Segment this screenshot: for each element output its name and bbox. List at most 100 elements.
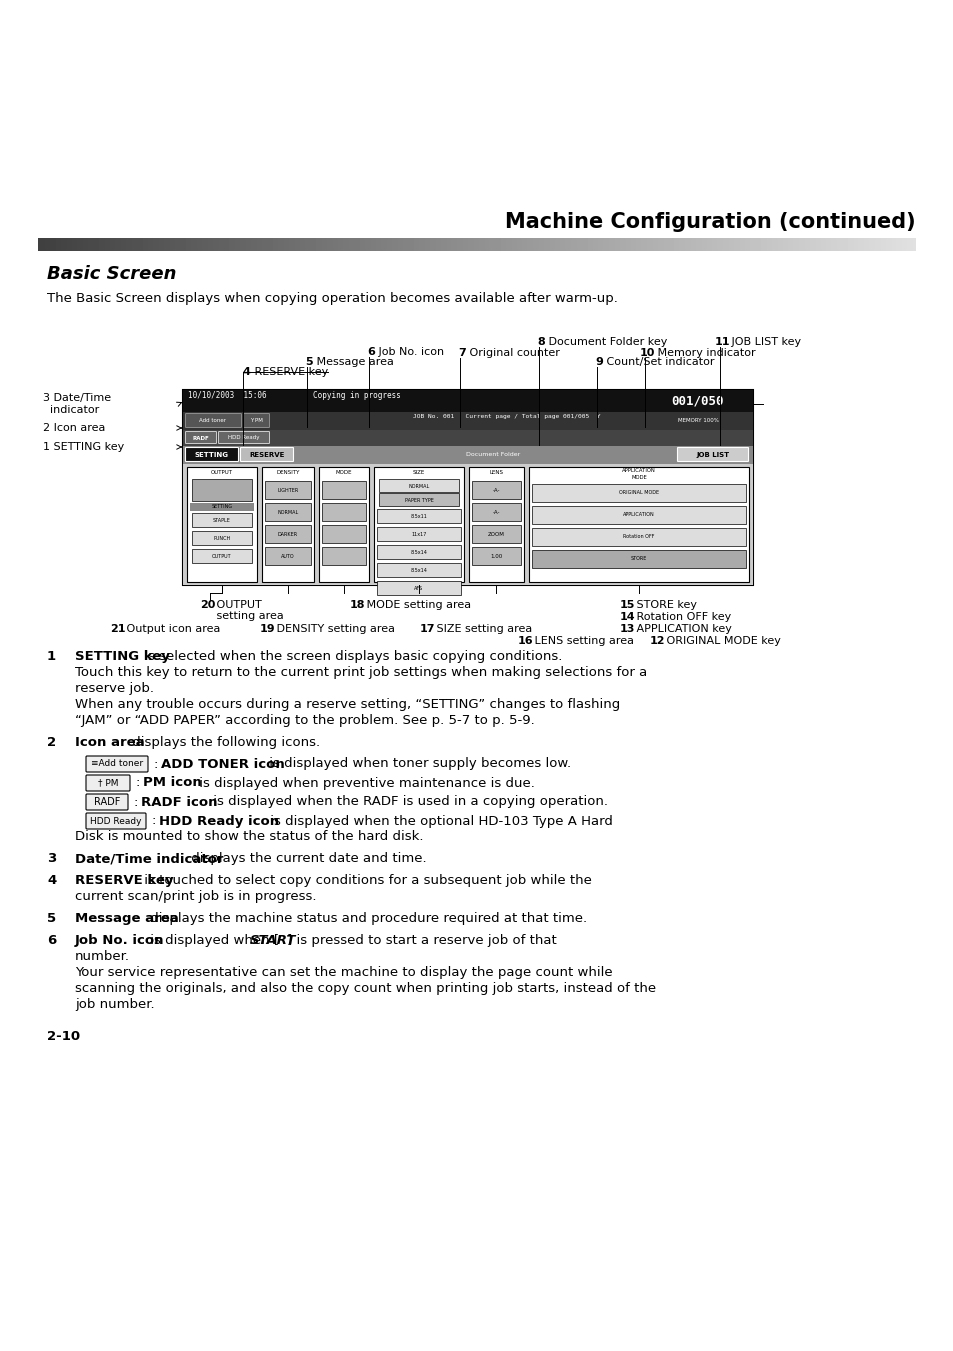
Text: 1: 1 [47, 650, 56, 663]
Bar [532, 484, 745, 503]
Text: MODE: MODE [335, 470, 352, 476]
Text: ORIGINAL MODE key: ORIGINAL MODE key [662, 636, 781, 646]
Text: The Basic Screen displays when copying operation becomes available after warm-up: The Basic Screen displays when copying o… [47, 292, 618, 305]
Text: Disk is mounted to show the status of the hard disk.: Disk is mounted to show the status of th… [75, 830, 423, 843]
Bar [183, 390, 752, 412]
Text: ZOOM: ZOOM [488, 531, 504, 536]
Text: is displayed when the RADF is used in a copying operation.: is displayed when the RADF is used in a … [209, 796, 607, 808]
Bar [376, 581, 460, 594]
Text: APPLICATION key: APPLICATION key [633, 624, 731, 634]
Text: Output icon area: Output icon area [123, 624, 220, 634]
Text: Document Folder key: Document Folder key [544, 336, 667, 347]
Text: Original counter: Original counter [465, 349, 559, 358]
Text: Message area: Message area [75, 912, 178, 925]
Text: 10/10/2003  15:06: 10/10/2003 15:06 [188, 390, 266, 400]
Text: RESERVE key: RESERVE key [75, 874, 173, 888]
Text: 15: 15 [619, 600, 635, 611]
Bar [472, 503, 520, 521]
Bar [322, 547, 366, 565]
Bar [469, 467, 523, 582]
Text: :: : [153, 758, 162, 770]
Text: 11: 11 [714, 336, 730, 347]
Text: MODE: MODE [631, 476, 646, 480]
Bar [192, 549, 252, 563]
Text: 2-10: 2-10 [47, 1029, 80, 1043]
Bar [532, 550, 745, 567]
FancyBboxPatch shape [240, 447, 294, 462]
FancyBboxPatch shape [185, 413, 241, 427]
Bar [322, 481, 366, 499]
Text: current scan/print job is in progress.: current scan/print job is in progress. [75, 890, 316, 902]
Text: -A-: -A- [493, 488, 499, 493]
FancyBboxPatch shape [86, 775, 130, 790]
Text: -A-: -A- [493, 509, 499, 515]
Bar [374, 467, 463, 582]
Text: STORE key: STORE key [633, 600, 697, 611]
Text: 20: 20 [200, 600, 215, 611]
Text: APPLICATION: APPLICATION [622, 512, 654, 517]
Text: RESERVE: RESERVE [249, 453, 284, 458]
Text: DENSITY setting area: DENSITY setting area [273, 624, 395, 634]
Text: ≡Add toner: ≡Add toner [91, 759, 143, 769]
Bar [472, 526, 520, 543]
Text: indicator: indicator [43, 405, 99, 415]
Text: Add toner: Add toner [199, 419, 226, 423]
Bar [187, 467, 256, 582]
Bar [183, 446, 752, 463]
Text: HDD Ready: HDD Ready [91, 816, 142, 825]
FancyBboxPatch shape [243, 413, 269, 427]
Text: is displayed when preventive maintenance is due.: is displayed when preventive maintenance… [194, 777, 535, 789]
Text: scanning the originals, and also the copy count when printing job starts, instea: scanning the originals, and also the cop… [75, 982, 656, 994]
Text: SETTING key: SETTING key [75, 650, 170, 663]
Text: 8: 8 [537, 336, 544, 347]
Text: Icon area: Icon area [75, 736, 145, 748]
Text: is displayed when toner supply becomes low.: is displayed when toner supply becomes l… [265, 758, 571, 770]
Text: Machine Configuration (continued): Machine Configuration (continued) [505, 212, 915, 232]
Text: Copying in progress: Copying in progress [313, 390, 400, 400]
Text: When any trouble occurs during a reserve setting, “SETTING” changes to flashing: When any trouble occurs during a reserve… [75, 698, 619, 711]
FancyBboxPatch shape [86, 813, 146, 830]
Text: SETTING: SETTING [194, 453, 229, 458]
Text: 18: 18 [350, 600, 365, 611]
Bar [262, 467, 314, 582]
Text: is displayed when [: is displayed when [ [146, 934, 278, 947]
Text: is selected when the screen displays basic copying conditions.: is selected when the screen displays bas… [140, 650, 561, 663]
Bar [265, 547, 311, 565]
Text: JOB LIST key: JOB LIST key [727, 336, 801, 347]
Text: 11x17: 11x17 [411, 531, 426, 536]
Text: Memory indicator: Memory indicator [654, 349, 755, 358]
Text: :: : [152, 815, 160, 828]
Text: PM icon: PM icon [143, 777, 201, 789]
Text: 17: 17 [419, 624, 435, 634]
Bar [378, 493, 458, 507]
Text: job number.: job number. [75, 998, 154, 1011]
Text: LENS setting area: LENS setting area [531, 636, 634, 646]
Bar [183, 390, 752, 585]
Bar [376, 509, 460, 523]
Bar [322, 503, 366, 521]
Bar [265, 481, 311, 499]
Text: 6: 6 [367, 347, 375, 357]
Bar [192, 513, 252, 527]
Text: MEMORY 100%: MEMORY 100% [677, 419, 718, 423]
Text: number.: number. [75, 950, 130, 963]
Text: Count/Set indicator: Count/Set indicator [602, 357, 714, 367]
Text: MODE setting area: MODE setting area [363, 600, 471, 611]
Text: 4: 4 [47, 874, 56, 888]
Text: START: START [250, 934, 296, 947]
Text: DENSITY: DENSITY [276, 470, 299, 476]
Bar [190, 503, 253, 511]
FancyBboxPatch shape [185, 431, 216, 443]
Text: NORMAL: NORMAL [277, 509, 298, 515]
Text: PUNCH: PUNCH [213, 535, 231, 540]
Bar [183, 463, 752, 585]
Text: OUTPUT: OUTPUT [213, 600, 261, 611]
Bar [192, 531, 252, 544]
Text: LENS: LENS [489, 470, 503, 476]
Text: reserve job.: reserve job. [75, 682, 153, 694]
Bar [532, 528, 745, 546]
FancyBboxPatch shape [86, 757, 148, 771]
Text: Job No. icon: Job No. icon [75, 934, 164, 947]
Text: “JAM” or “ADD PAPER” according to the problem. See p. 5-7 to p. 5-9.: “JAM” or “ADD PAPER” according to the pr… [75, 713, 535, 727]
Text: 14: 14 [619, 612, 635, 621]
